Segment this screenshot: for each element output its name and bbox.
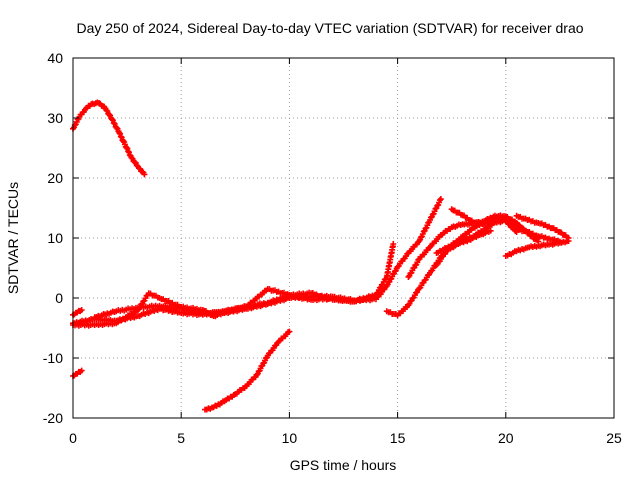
data-point <box>565 235 572 241</box>
data-point <box>125 148 132 155</box>
data-point <box>372 293 379 300</box>
series-arc-baseline-c <box>91 292 379 321</box>
data-point <box>116 129 123 136</box>
y-tick-label: 40 <box>47 50 63 66</box>
chart-title: Day 250 of 2024, Sidereal Day-to-day VTE… <box>76 20 583 36</box>
data-point <box>437 196 444 202</box>
x-tick-label: 5 <box>177 430 185 446</box>
data-point <box>78 307 85 313</box>
data-point <box>108 116 115 123</box>
data-point <box>78 367 85 374</box>
data-point <box>433 262 440 268</box>
series-arc-morning-short <box>70 307 85 318</box>
y-tick-label: 0 <box>55 290 63 306</box>
y-axis-label: SDTVAR / TECUs <box>5 182 21 294</box>
data-points <box>70 99 572 413</box>
series-arc-rising <box>202 328 293 413</box>
data-point <box>106 111 113 118</box>
x-axis-label: GPS time / hours <box>290 457 397 473</box>
data-point <box>556 238 563 245</box>
series-arc-high-morning <box>70 99 148 178</box>
series-arc-late-c <box>513 226 563 245</box>
data-point <box>487 227 494 234</box>
series-arc-morning-low <box>70 367 85 379</box>
series-arc-evening-d <box>448 206 520 229</box>
series-arc-evening-a <box>383 215 520 319</box>
data-point <box>141 171 148 178</box>
series-arc-late-b <box>513 212 572 241</box>
data-point <box>286 328 293 335</box>
data-point <box>128 154 135 161</box>
data-point <box>117 133 124 140</box>
y-tick-label: 30 <box>47 110 63 126</box>
gridlines <box>73 58 614 418</box>
data-point <box>110 119 117 126</box>
data-point <box>436 197 443 204</box>
series-arc-evening-e <box>433 227 494 268</box>
data-point <box>390 241 397 247</box>
y-tick-label: -10 <box>43 350 63 366</box>
x-tick-label: 25 <box>606 430 622 446</box>
data-point <box>123 144 130 151</box>
x-tick-label: 0 <box>69 430 77 446</box>
axis-ticks: 0 5 10 15 20 25 -20 -10 0 10 20 30 40 <box>43 50 622 446</box>
y-tick-label: -20 <box>43 410 63 426</box>
y-tick-label: 10 <box>47 230 63 246</box>
data-point <box>113 124 120 131</box>
x-tick-label: 20 <box>498 430 514 446</box>
x-tick-label: 10 <box>282 430 298 446</box>
y-tick-label: 20 <box>47 170 63 186</box>
data-point <box>120 138 127 145</box>
x-tick-label: 15 <box>390 430 406 446</box>
data-point <box>416 285 423 292</box>
data-point <box>103 107 110 114</box>
